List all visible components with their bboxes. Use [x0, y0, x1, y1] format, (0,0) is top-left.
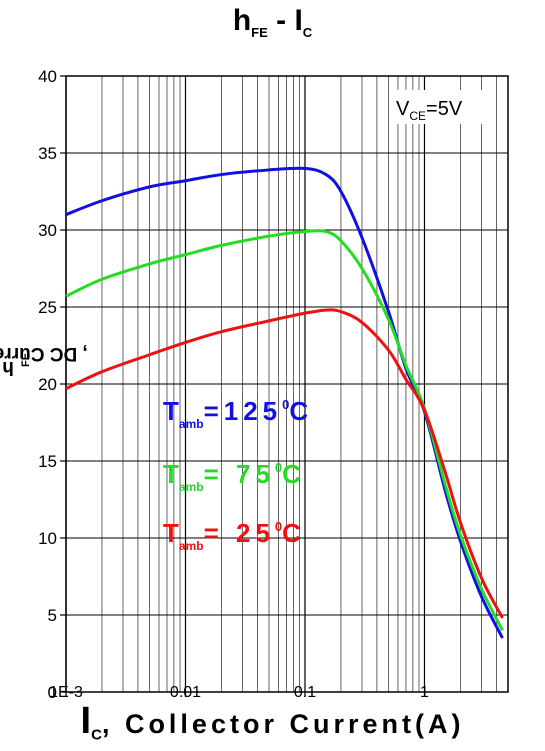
legend-label-0: Tamb=1250C — [163, 396, 308, 431]
x-tick-label: 1 — [420, 684, 429, 701]
y-tick-label: 20 — [38, 375, 57, 394]
y-tick-label: 10 — [38, 529, 57, 548]
y-tick-label: 30 — [38, 221, 57, 240]
series-line-0 — [65, 166, 504, 639]
y-tick-label: 25 — [38, 298, 57, 317]
x-tick-label: 0.01 — [170, 684, 201, 701]
condition-label: VCE=5V — [396, 98, 463, 123]
x-axis-label: IC, Collector Current(A) — [80, 700, 465, 744]
x-tick-label: 1E-3 — [49, 684, 83, 701]
legend-label-1: Tamb= 750C — [163, 459, 301, 494]
condition-box — [392, 90, 484, 124]
legend-label-2: Tamb= 250C — [163, 518, 301, 553]
x-tick-label: 0.1 — [294, 684, 316, 701]
series-line-2 — [65, 308, 504, 619]
series-line-1 — [65, 229, 504, 632]
chart-title: hFE - IC — [232, 4, 313, 40]
y-tick-label: 0 — [48, 683, 57, 702]
y-tick-label: 40 — [38, 67, 57, 86]
y-tick-label: 15 — [38, 452, 57, 471]
y-tick-label: 35 — [38, 144, 57, 163]
y-tick-label: 5 — [48, 606, 57, 625]
